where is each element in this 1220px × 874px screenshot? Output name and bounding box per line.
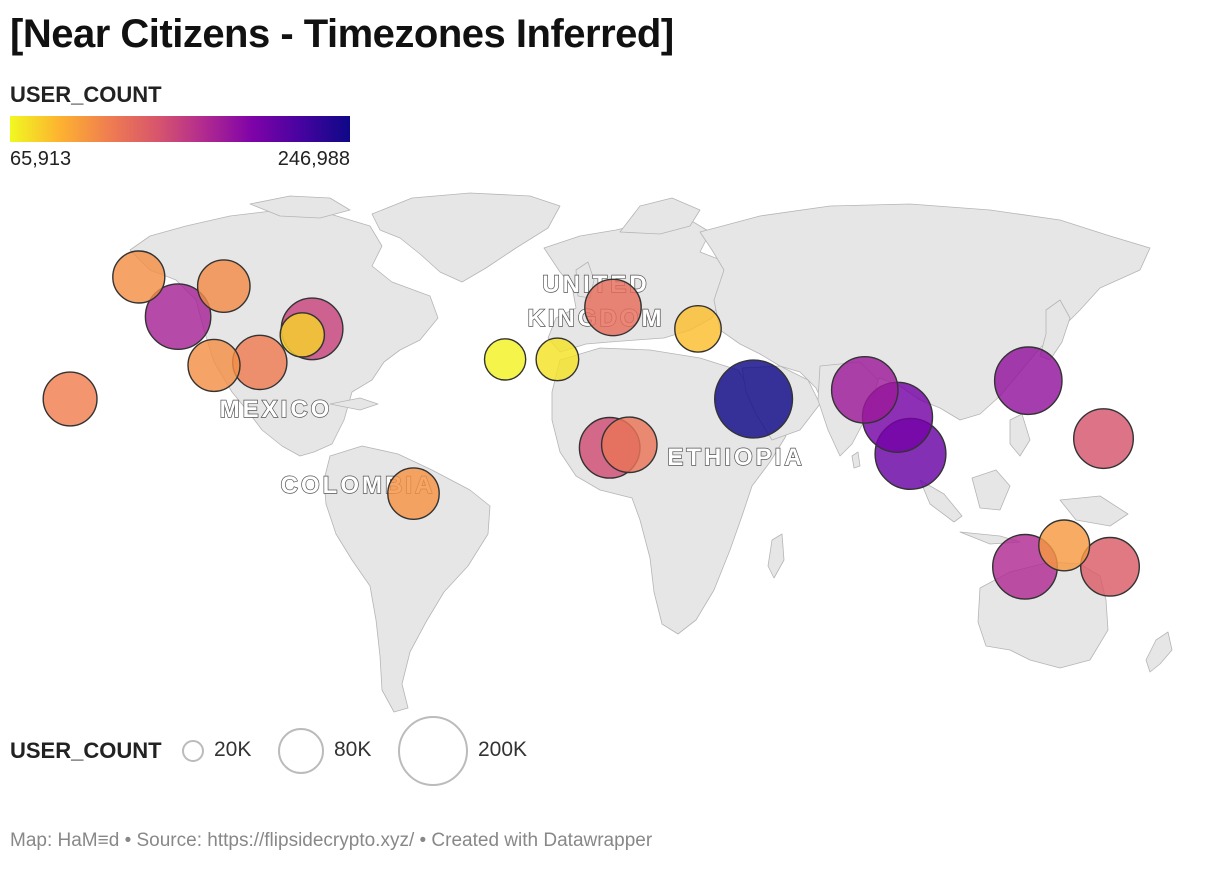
symbol-circle[interactable] [1038, 519, 1091, 572]
country-label-ethiopia: ETHIOPIA [667, 444, 804, 471]
symbol-circle[interactable] [483, 338, 527, 381]
japan-shape [1039, 299, 1071, 361]
size-legend-label-80k: 80K [334, 738, 372, 761]
symbol-circle[interactable] [584, 278, 642, 337]
asia-shape [699, 203, 1151, 427]
color-legend-gradient [10, 116, 350, 142]
size-legend-label-200k: 200K [478, 738, 528, 761]
symbol-circle[interactable] [187, 338, 241, 393]
footer-credits: Map: HaM≡d • Source: https://flipsidecry… [10, 830, 653, 851]
symbol-circle[interactable] [112, 250, 166, 304]
symbol-circle[interactable] [713, 359, 794, 439]
symbol-circle[interactable] [144, 283, 212, 350]
scandinavia-shape [619, 197, 701, 235]
size-legend-title: USER_COUNT [10, 738, 162, 763]
symbol-circle[interactable] [674, 304, 722, 353]
symbol-circle[interactable] [993, 346, 1063, 416]
symbol-circle[interactable] [1079, 536, 1140, 597]
color-legend-title: USER_COUNT [10, 82, 162, 107]
symbol-layer [42, 250, 1140, 600]
sri-lanka-shape [851, 451, 861, 469]
sumatra-shape [919, 479, 963, 523]
symbol-circle[interactable] [830, 355, 899, 424]
philippines-shape [1009, 413, 1031, 457]
size-legend: USER_COUNT 20K 80K 200K [10, 710, 570, 790]
new-zealand-shape [1145, 631, 1173, 673]
size-legend-circle-200k [398, 716, 468, 786]
symbol-circle[interactable] [196, 259, 251, 313]
size-legend-circle-80k [278, 728, 324, 774]
world-map: UNITED KINGDOM MEXICO COLOMBIA ETHIOPIA [42, 192, 1173, 713]
symbol-circle[interactable] [279, 312, 326, 358]
size-legend-label-20k: 20K [214, 738, 252, 761]
symbol-circle[interactable] [387, 467, 440, 520]
symbol-circle[interactable] [600, 416, 658, 474]
borneo-shape [971, 469, 1011, 511]
map-title: [Near Citizens - Timezones Inferred] [10, 12, 674, 56]
greenland-shape [371, 192, 561, 283]
south-america-shape [323, 445, 491, 713]
color-legend-max-label: 246,988 [277, 148, 350, 170]
arctic-islands-shape [249, 195, 351, 219]
madagascar-shape [767, 533, 785, 579]
color-legend-min-label: 65,913 [10, 148, 72, 170]
symbol-circle[interactable] [231, 334, 288, 391]
symbol-circle[interactable] [535, 337, 580, 382]
symbol-circle[interactable] [42, 371, 98, 427]
symbol-circle[interactable] [1072, 408, 1134, 470]
size-legend-circle-20k [182, 740, 204, 762]
new-guinea-shape [1059, 495, 1129, 527]
caribbean-shape [329, 397, 379, 411]
country-label-mexico: MEXICO [220, 396, 333, 423]
